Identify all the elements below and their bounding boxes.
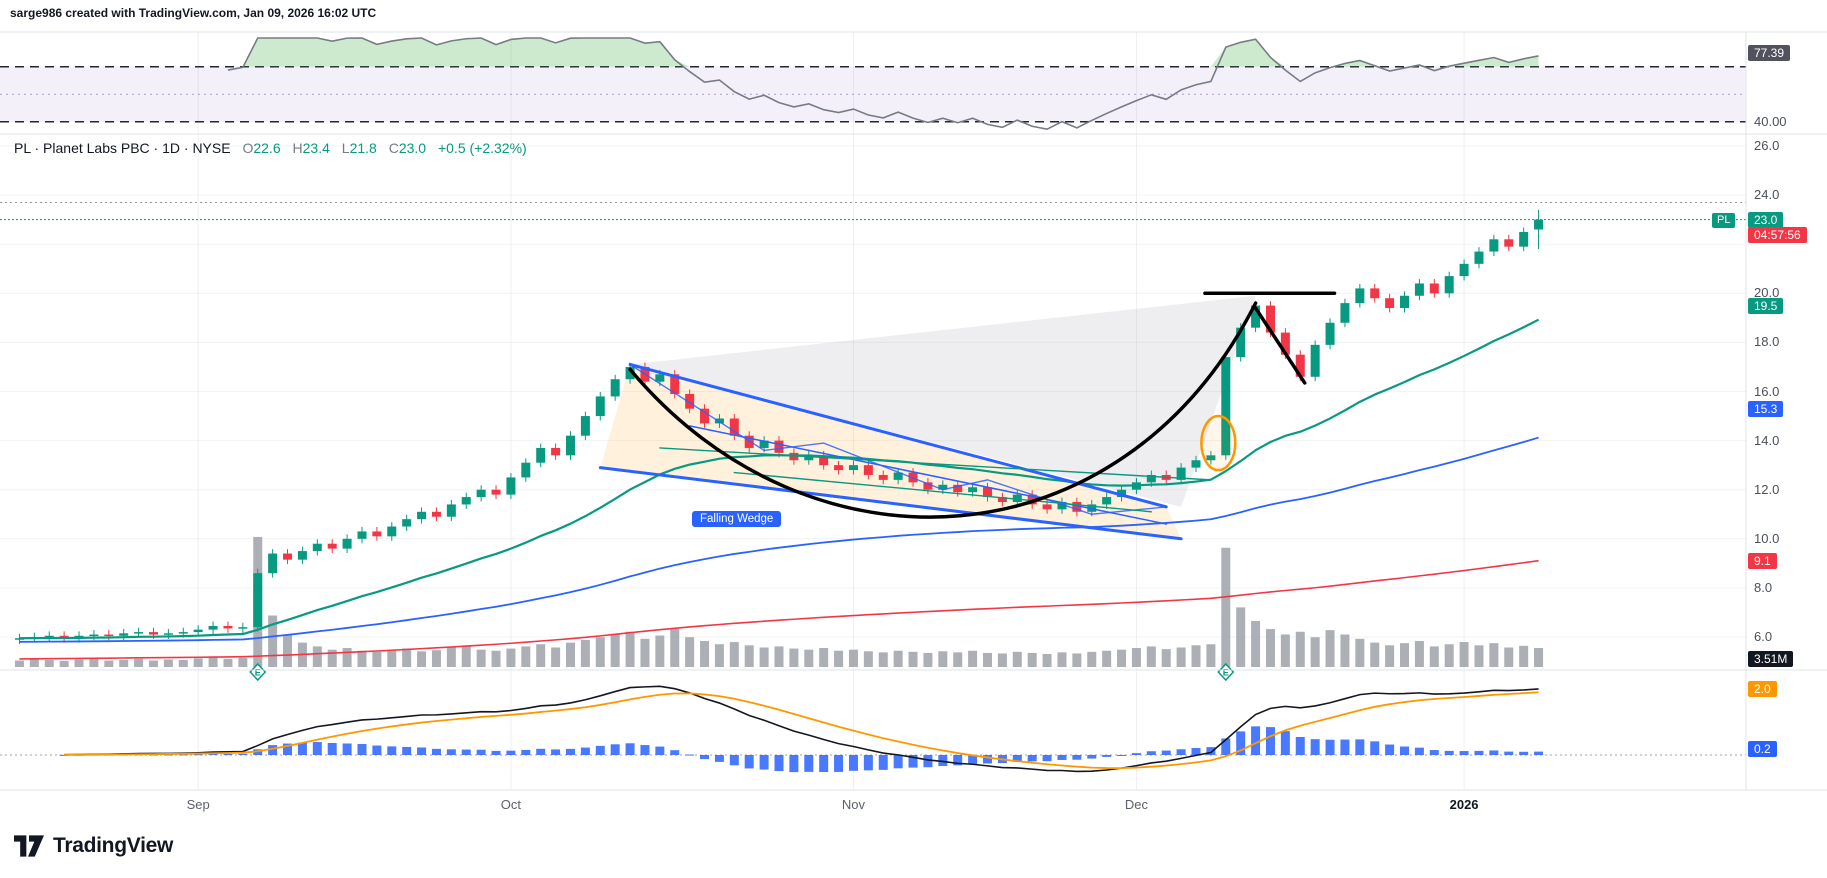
macd-signal-badge[interactable]: 2.0 <box>1748 681 1777 697</box>
time-axis-label[interactable]: Oct <box>500 797 522 812</box>
macd-signal-line <box>64 691 1539 769</box>
highlight-ellipse <box>1200 414 1237 472</box>
close-label: C <box>388 140 399 156</box>
countdown-badge[interactable]: 04:57:56 <box>1748 227 1807 243</box>
open-label: O <box>242 140 254 156</box>
time-axis-label[interactable]: Dec <box>1124 797 1148 812</box>
rsi-value-badge[interactable]: 77.39 <box>1748 45 1791 61</box>
open-value: 22.6 <box>253 140 281 156</box>
close-value: 23.0 <box>398 140 427 156</box>
price-tick-label: 24.0 <box>1754 187 1780 203</box>
falling-wedge-label[interactable]: Falling Wedge <box>692 511 782 527</box>
rsi-line <box>227 37 1539 131</box>
svg-text:E: E <box>255 668 261 678</box>
tradingview-footer[interactable]: TradingView <box>14 834 173 858</box>
ma-fast-badge[interactable]: 19.5 <box>1748 298 1784 314</box>
wedge-zigzag <box>629 363 1167 515</box>
gray-triangle-fill <box>630 295 1256 507</box>
price-axis[interactable]: 77.39 40.00 23.0 04:57:56 19.5 15.3 9.1 … <box>1746 0 1827 878</box>
tradingview-wordmark[interactable]: TradingView <box>53 834 174 857</box>
tradingview-logo-icon[interactable] <box>14 834 44 858</box>
ma-slow-line <box>19 559 1539 660</box>
volume-layer <box>14 536 1544 667</box>
price-tick-label: 18.0 <box>1754 334 1780 350</box>
rsi-level-label: 40.00 <box>1754 114 1787 129</box>
time-axis[interactable]: Sep Oct Nov Dec 2026 <box>0 790 1827 818</box>
time-axis-label[interactable]: Sep <box>186 797 210 812</box>
price-tick-label: 26.0 <box>1754 138 1780 153</box>
svg-text:E: E <box>1223 668 1229 678</box>
earnings-marker <box>1217 662 1235 682</box>
price-tick-label: 8.0 <box>1754 579 1773 595</box>
price-tick-label: 20.0 <box>1754 285 1780 301</box>
price-tick-label: 14.0 <box>1754 432 1780 448</box>
ma-mid-badge[interactable]: 15.3 <box>1748 401 1784 417</box>
current-price-badge[interactable]: 23.0 <box>1748 212 1784 228</box>
price-tick-label: 12.0 <box>1754 481 1780 497</box>
symbol-title[interactable]: PL · Planet Labs PBC · 1D · NYSE <box>14 140 231 156</box>
rsi-overbought-fill <box>227 38 1539 67</box>
cup-curve <box>628 301 1258 519</box>
low-label: L <box>341 140 350 156</box>
macd-line <box>64 685 1539 773</box>
price-tick-label: 16.0 <box>1754 383 1780 399</box>
high-value: 23.4 <box>302 140 330 156</box>
rsi-band <box>0 66 1746 122</box>
earnings-marker <box>249 662 267 682</box>
time-axis-label[interactable]: 2026 <box>1449 797 1479 812</box>
price-tick-label: 10.0 <box>1754 530 1780 546</box>
price-line-symbol-chip: PL <box>1712 213 1736 228</box>
price-tick-label: 6.0 <box>1754 629 1773 644</box>
low-value: 21.8 <box>349 140 377 156</box>
symbol-info-row[interactable]: PL · Planet Labs PBC · 1D · NYSE O22.6 H… <box>14 140 527 156</box>
volume-value-badge[interactable]: 3.51M <box>1748 651 1794 667</box>
ma-slow-badge[interactable]: 9.1 <box>1748 553 1777 569</box>
high-label: H <box>292 140 303 156</box>
attribution-text: sarge986 created with TradingView.com, J… <box>10 6 377 20</box>
macd-histogram-badge[interactable]: 0.2 <box>1748 741 1777 757</box>
time-axis-label[interactable]: Nov <box>841 797 866 812</box>
ma-mid-line <box>19 436 1539 643</box>
change-value: +0.5 (+2.32%) <box>437 140 527 156</box>
